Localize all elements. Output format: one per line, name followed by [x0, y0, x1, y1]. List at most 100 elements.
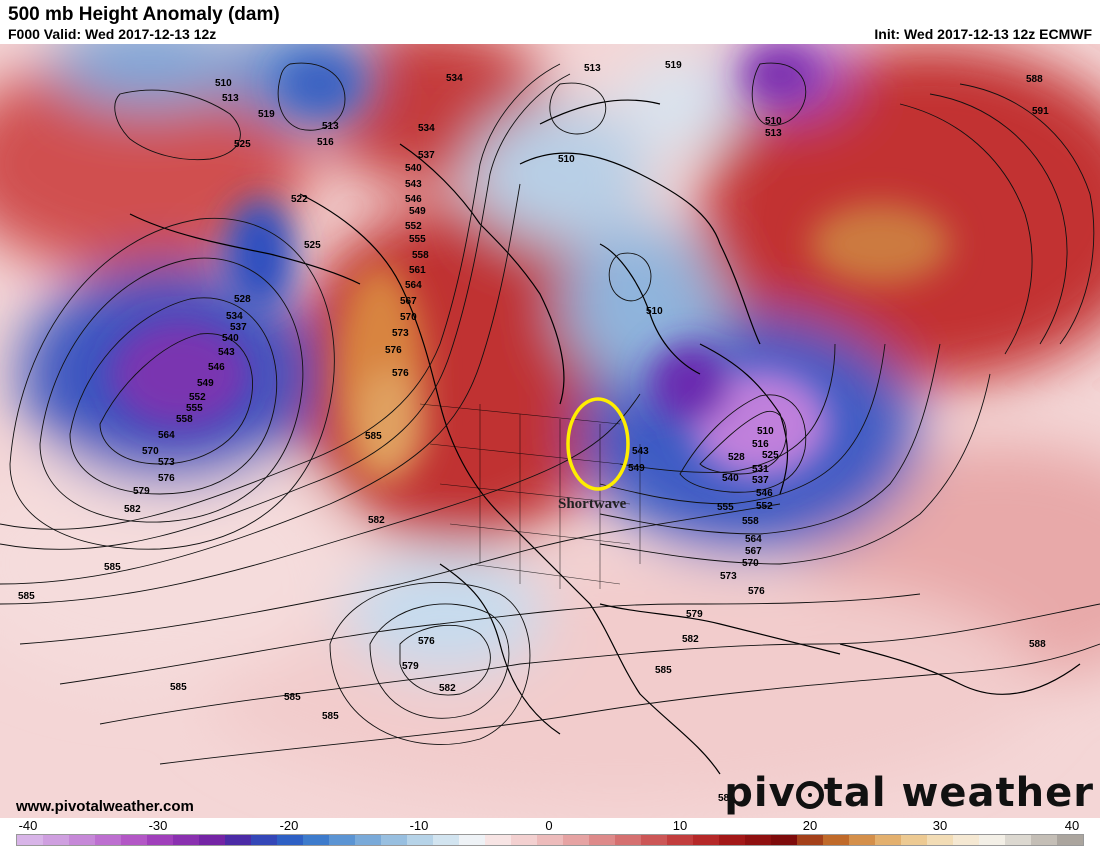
colorbar-swatch [407, 835, 433, 845]
colorbar-swatch [771, 835, 797, 845]
colorbar-swatch [875, 835, 901, 845]
brand-left: piv [724, 770, 796, 816]
colorbar-swatch [95, 835, 121, 845]
contour-label: 537 [230, 322, 247, 333]
shortwave-annotation: Shortwave [558, 397, 630, 512]
contour-label: 567 [400, 296, 417, 307]
contour-label: 585 [322, 711, 339, 722]
contour-label: 564 [745, 534, 762, 545]
colorbar-swatch [1005, 835, 1031, 845]
colorbar-swatch [511, 835, 537, 845]
colorbar-swatch [459, 835, 485, 845]
contour-label: 579 [402, 661, 419, 672]
contour-label: 543 [632, 446, 649, 457]
colorbar-swatch [953, 835, 979, 845]
colorbar-swatch [927, 835, 953, 845]
colorbar-swatch [719, 835, 745, 845]
contour-label: 513 [222, 93, 239, 104]
colorbar-tick: 10 [672, 818, 688, 833]
colorbar-swatch [303, 835, 329, 845]
colorbar-swatch [43, 835, 69, 845]
contour-label: 576 [748, 586, 765, 597]
contour-label: 582 [368, 515, 385, 526]
contour-label: 525 [234, 139, 251, 150]
anomaly-map-svg: 510 513 519 513 516 525 522 525 528 534 … [0, 44, 1100, 818]
contour-label: 513 [322, 121, 339, 132]
anomaly-map: 510 513 519 513 516 525 522 525 528 534 … [0, 44, 1100, 818]
contour-label: 588 [1026, 74, 1043, 85]
contour-label: 555 [186, 403, 203, 414]
colorbar-swatch [563, 835, 589, 845]
colorbar-tick: 20 [802, 818, 818, 833]
contour-label: 558 [412, 250, 429, 261]
colorbar-swatch [615, 835, 641, 845]
colorbar-swatch [69, 835, 95, 845]
contour-label: 510 [757, 426, 774, 437]
colorbar-swatch [693, 835, 719, 845]
brand-dot-icon [795, 781, 824, 809]
contour-label: 570 [142, 446, 159, 457]
height-contours [0, 62, 1100, 765]
contour-label: 534 [446, 73, 463, 84]
colorbar-swatch [381, 835, 407, 845]
anomaly-cores [110, 49, 950, 484]
contour-label: 582 [439, 683, 456, 694]
contour-label: 552 [189, 392, 206, 403]
contour-label: 540 [222, 333, 239, 344]
colorbar-swatch [667, 835, 693, 845]
colorbar [16, 834, 1084, 846]
contour-label: 525 [304, 240, 321, 251]
contour-label: 585 [170, 682, 187, 693]
contour-label: 573 [392, 328, 409, 339]
political-borders [419, 403, 641, 589]
contour-label: 576 [385, 345, 402, 356]
colorbar-tick: -20 [279, 818, 299, 833]
contour-label: 540 [405, 163, 422, 174]
contour-label: 564 [158, 430, 175, 441]
colorbar-swatch [433, 835, 459, 845]
colorbar-swatch [277, 835, 303, 845]
contour-label: 585 [18, 591, 35, 602]
contour-label: 549 [409, 206, 426, 217]
colorbar-ticks: -40 -30 -20 -10 0 10 20 30 40 [0, 818, 1100, 833]
contour-label: 564 [405, 280, 422, 291]
contour-label: 516 [752, 439, 769, 450]
colorbar-tick: 0 [545, 818, 553, 833]
contour-label: 555 [717, 502, 734, 513]
contour-label: 513 [584, 63, 601, 74]
contour-label: 537 [418, 150, 435, 161]
contour-label: 570 [400, 312, 417, 323]
contour-label: 558 [742, 516, 759, 527]
contour-label: 528 [728, 452, 745, 463]
contour-label: 510 [558, 154, 575, 165]
contour-label: 546 [405, 194, 422, 205]
colorbar-swatch [1031, 835, 1057, 845]
colorbar-swatch [823, 835, 849, 845]
brand-right: tal weather [823, 770, 1094, 816]
contour-label: 510 [646, 306, 663, 317]
contour-label: 567 [745, 546, 762, 557]
coastlines [129, 99, 1081, 775]
contour-label: 552 [405, 221, 422, 232]
contour-label: 585 [284, 692, 301, 703]
contour-label: 576 [158, 473, 175, 484]
colorbar-swatch [537, 835, 563, 845]
contour-label: 543 [218, 347, 235, 358]
colorbar-swatch [485, 835, 511, 845]
contour-label: 510 [215, 78, 232, 89]
contour-label: 540 [722, 473, 739, 484]
contour-label: 582 [124, 504, 141, 515]
colorbar-swatch [329, 835, 355, 845]
contour-label: 573 [720, 571, 737, 582]
contour-label: 543 [405, 179, 422, 190]
colorbar-tick: -10 [409, 818, 429, 833]
contour-label: 513 [765, 128, 782, 139]
colorbar-swatch [901, 835, 927, 845]
contour-label: 519 [258, 109, 275, 120]
contour-label: 516 [317, 137, 334, 148]
brand-logo: piv tal weather [724, 770, 1094, 816]
colorbar-tick: -40 [18, 818, 38, 833]
colorbar-swatch [251, 835, 277, 845]
colorbar-tick: -30 [148, 818, 168, 833]
colorbar-swatch [199, 835, 225, 845]
